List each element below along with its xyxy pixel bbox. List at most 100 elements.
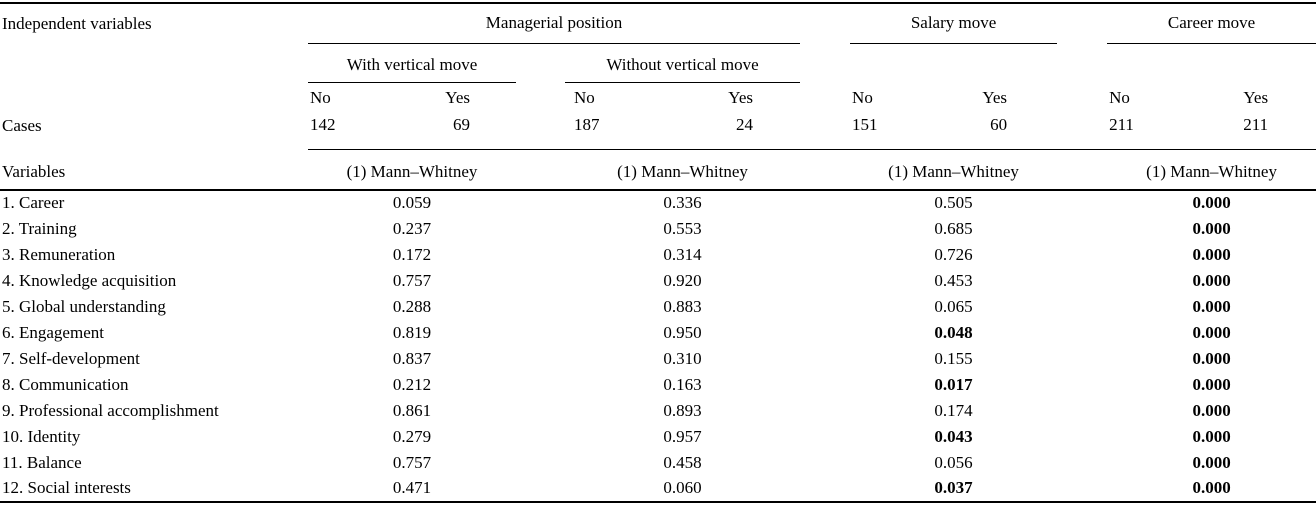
p-value-with-vertical-move: 0.757 bbox=[392, 270, 432, 290]
p-value-with-vertical-move: 0.288 bbox=[392, 296, 432, 316]
p-value-career-move: 0.000 bbox=[1192, 218, 1231, 238]
column-spacer bbox=[1057, 3, 1107, 43]
corner-header-independent-variables: Independent variables bbox=[2, 13, 152, 33]
column-spacer bbox=[516, 43, 565, 82]
p-value-career-move: 0.000 bbox=[1192, 244, 1231, 264]
p-value-career-move: 0.000 bbox=[1192, 348, 1231, 368]
column-spacer bbox=[800, 424, 850, 450]
subgroup-header-without-vertical-move: Without vertical move bbox=[565, 43, 801, 83]
column-spacer bbox=[1057, 268, 1107, 294]
p-value-career-move: 0.000 bbox=[1192, 400, 1231, 420]
column-spacer bbox=[1057, 424, 1107, 450]
column-spacer bbox=[516, 450, 565, 476]
column-spacer bbox=[516, 398, 565, 424]
p-value-without-vertical-move: 0.893 bbox=[663, 400, 702, 420]
p-value-with-vertical-move: 0.237 bbox=[392, 218, 432, 238]
column-spacer bbox=[800, 190, 850, 216]
p-value-with-vertical-move: 0.212 bbox=[392, 374, 432, 394]
column-spacer bbox=[1057, 346, 1107, 372]
p-value-salary-move: 0.453 bbox=[934, 270, 973, 290]
p-value-with-vertical-move: 0.819 bbox=[392, 322, 432, 342]
column-spacer bbox=[1057, 110, 1108, 150]
col-header-yes: Yes bbox=[445, 87, 470, 107]
col-header-yes: Yes bbox=[1243, 87, 1269, 107]
p-value-with-vertical-move: 0.837 bbox=[392, 348, 432, 368]
column-spacer bbox=[516, 476, 565, 502]
table-row: 10. Identity 0.279 0.957 0.043 0.000 bbox=[0, 424, 1316, 450]
p-value-without-vertical-move: 0.310 bbox=[663, 348, 702, 368]
column-spacer bbox=[800, 82, 850, 110]
column-spacer bbox=[1057, 294, 1107, 320]
column-spacer bbox=[1057, 82, 1107, 110]
column-spacer bbox=[1057, 242, 1107, 268]
header-row-no-yes: No Yes No Yes No Yes No Yes bbox=[0, 82, 1316, 110]
subgroup-header-with-vertical-move: With vertical move bbox=[308, 43, 516, 83]
p-value-without-vertical-move: 0.458 bbox=[663, 452, 702, 472]
table-row: 8. Communication 0.212 0.163 0.017 0.000 bbox=[0, 372, 1316, 398]
cases-value-without-yes: 24 bbox=[682, 110, 801, 150]
cases-value-with-yes: 69 bbox=[408, 110, 516, 150]
p-value-career-move: 0.000 bbox=[1192, 452, 1231, 472]
column-spacer bbox=[800, 268, 850, 294]
column-spacer bbox=[800, 320, 850, 346]
col-header-yes: Yes bbox=[982, 87, 1008, 107]
p-value-salary-move: 0.017 bbox=[934, 374, 973, 394]
header-row-subgroups: With vertical move Without vertical move bbox=[0, 43, 1316, 83]
p-value-career-move: 0.000 bbox=[1192, 322, 1231, 342]
table-row: 7. Self-development 0.837 0.310 0.155 0.… bbox=[0, 346, 1316, 372]
table-row: 3. Remuneration 0.172 0.314 0.726 0.000 bbox=[0, 242, 1316, 268]
column-spacer bbox=[800, 372, 850, 398]
table-row: 11. Balance 0.757 0.458 0.056 0.000 bbox=[0, 450, 1316, 476]
column-spacer bbox=[800, 476, 850, 502]
p-value-salary-move: 0.505 bbox=[934, 192, 973, 212]
column-spacer bbox=[800, 450, 850, 476]
test-name-with-vertical-move: (1) Mann–Whitney bbox=[308, 149, 516, 191]
row-label: 10. Identity bbox=[2, 426, 81, 446]
p-value-salary-move: 0.037 bbox=[934, 477, 973, 497]
row-label: 5. Global understanding bbox=[2, 296, 166, 316]
p-value-salary-move: 0.726 bbox=[934, 244, 973, 264]
row-label: 11. Balance bbox=[2, 452, 82, 472]
column-spacer bbox=[1057, 372, 1107, 398]
column-spacer bbox=[1057, 320, 1107, 346]
row-label: 12. Social interests bbox=[2, 477, 131, 497]
p-value-with-vertical-move: 0.172 bbox=[392, 244, 432, 264]
table-row: 12. Social interests 0.471 0.060 0.037 0… bbox=[0, 476, 1316, 502]
col-header-no: No bbox=[1109, 87, 1130, 107]
column-spacer bbox=[800, 294, 850, 320]
column-spacer bbox=[516, 190, 565, 216]
test-name-salary-move: (1) Mann–Whitney bbox=[850, 149, 1058, 191]
p-value-salary-move: 0.174 bbox=[934, 400, 973, 420]
column-spacer bbox=[1057, 149, 1108, 191]
p-value-salary-move: 0.685 bbox=[934, 218, 973, 238]
row-label: 1. Career bbox=[2, 192, 65, 212]
cases-value-with-no: 142 bbox=[308, 110, 408, 150]
empty-cell bbox=[1107, 43, 1316, 82]
group-header-career-move: Career move bbox=[1107, 3, 1316, 44]
row-label: 3. Remuneration bbox=[2, 244, 116, 264]
column-spacer bbox=[800, 346, 850, 372]
p-value-salary-move: 0.065 bbox=[934, 296, 973, 316]
empty-cell bbox=[0, 43, 308, 82]
column-spacer bbox=[1057, 216, 1107, 242]
column-spacer bbox=[516, 149, 565, 191]
table-row: 6. Engagement 0.819 0.950 0.048 0.000 bbox=[0, 320, 1316, 346]
table-row: 5. Global understanding 0.288 0.883 0.06… bbox=[0, 294, 1316, 320]
column-spacer bbox=[516, 216, 565, 242]
column-spacer bbox=[516, 242, 565, 268]
empty-cell bbox=[0, 82, 308, 110]
column-spacer bbox=[516, 294, 565, 320]
table-row: 4. Knowledge acquisition 0.757 0.920 0.4… bbox=[0, 268, 1316, 294]
column-spacer bbox=[1057, 476, 1107, 502]
p-value-career-move: 0.000 bbox=[1192, 374, 1231, 394]
test-header-row: Variables (1) Mann–Whitney (1) Mann–Whit… bbox=[0, 149, 1316, 191]
column-spacer bbox=[800, 216, 850, 242]
table-row: 9. Professional accomplishment 0.861 0.8… bbox=[0, 398, 1316, 424]
cases-row: Cases 142 69 187 24 151 60 211 211 bbox=[0, 110, 1316, 150]
column-spacer bbox=[800, 3, 850, 43]
col-header-yes: Yes bbox=[728, 87, 754, 107]
empty-cell bbox=[850, 43, 1057, 82]
row-label: 4. Knowledge acquisition bbox=[2, 270, 177, 290]
row-label: 2. Training bbox=[2, 218, 77, 238]
